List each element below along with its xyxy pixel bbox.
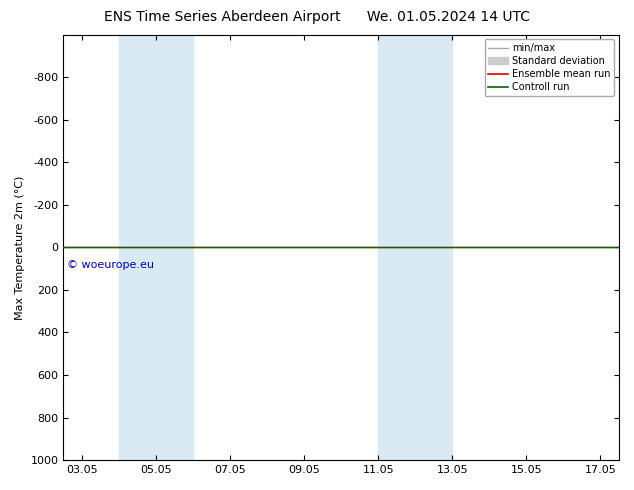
Text: ENS Time Series Aberdeen Airport      We. 01.05.2024 14 UTC: ENS Time Series Aberdeen Airport We. 01.… bbox=[104, 10, 530, 24]
Bar bbox=[119, 35, 193, 460]
Bar bbox=[378, 35, 452, 460]
Text: © woeurope.eu: © woeurope.eu bbox=[67, 260, 154, 270]
Legend: min/max, Standard deviation, Ensemble mean run, Controll run: min/max, Standard deviation, Ensemble me… bbox=[484, 40, 614, 96]
Y-axis label: Max Temperature 2m (°C): Max Temperature 2m (°C) bbox=[15, 175, 25, 319]
